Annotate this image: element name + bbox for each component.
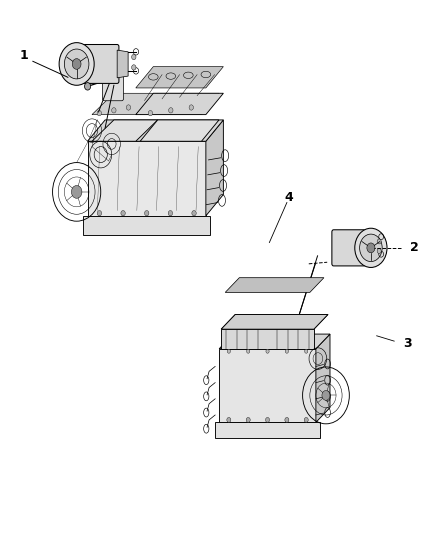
Circle shape (285, 349, 289, 353)
Circle shape (145, 211, 149, 216)
Circle shape (64, 49, 89, 79)
Circle shape (97, 211, 102, 216)
Polygon shape (221, 329, 314, 349)
Circle shape (192, 211, 196, 216)
Polygon shape (364, 235, 374, 261)
Circle shape (97, 110, 102, 116)
Circle shape (355, 228, 387, 268)
Circle shape (132, 54, 136, 60)
Polygon shape (221, 314, 328, 329)
Circle shape (304, 349, 308, 353)
Circle shape (168, 211, 173, 216)
Circle shape (169, 108, 173, 113)
Polygon shape (136, 67, 223, 88)
Polygon shape (88, 141, 206, 216)
Circle shape (285, 417, 289, 422)
Polygon shape (225, 278, 324, 293)
Circle shape (227, 417, 231, 422)
Circle shape (266, 349, 269, 353)
Circle shape (112, 108, 116, 113)
Circle shape (72, 59, 81, 69)
Circle shape (227, 349, 230, 353)
Polygon shape (219, 334, 330, 349)
Circle shape (265, 417, 269, 422)
Polygon shape (215, 422, 320, 438)
Text: 3: 3 (403, 337, 412, 350)
Text: 1: 1 (20, 50, 28, 62)
Circle shape (189, 105, 194, 110)
Circle shape (148, 110, 152, 116)
FancyBboxPatch shape (102, 70, 124, 101)
Circle shape (121, 211, 125, 216)
Circle shape (126, 105, 131, 110)
Text: 4: 4 (285, 191, 293, 204)
Circle shape (132, 64, 136, 70)
Text: 2: 2 (410, 241, 418, 254)
FancyBboxPatch shape (82, 44, 119, 83)
Polygon shape (117, 50, 128, 78)
Circle shape (247, 349, 250, 353)
Polygon shape (92, 120, 158, 141)
Polygon shape (83, 216, 210, 235)
Circle shape (246, 417, 250, 422)
Circle shape (377, 239, 381, 244)
Circle shape (377, 248, 381, 254)
Circle shape (367, 243, 375, 253)
Circle shape (304, 417, 308, 422)
Polygon shape (221, 314, 328, 329)
Polygon shape (219, 349, 316, 422)
Circle shape (322, 391, 330, 400)
Circle shape (59, 43, 94, 85)
Polygon shape (206, 120, 223, 216)
Polygon shape (88, 120, 223, 141)
Polygon shape (316, 334, 330, 422)
Polygon shape (136, 93, 223, 115)
Polygon shape (92, 93, 158, 115)
Polygon shape (140, 93, 219, 115)
Polygon shape (140, 120, 219, 141)
FancyBboxPatch shape (332, 230, 366, 266)
Circle shape (360, 234, 382, 262)
Circle shape (71, 185, 82, 198)
Circle shape (85, 83, 91, 90)
